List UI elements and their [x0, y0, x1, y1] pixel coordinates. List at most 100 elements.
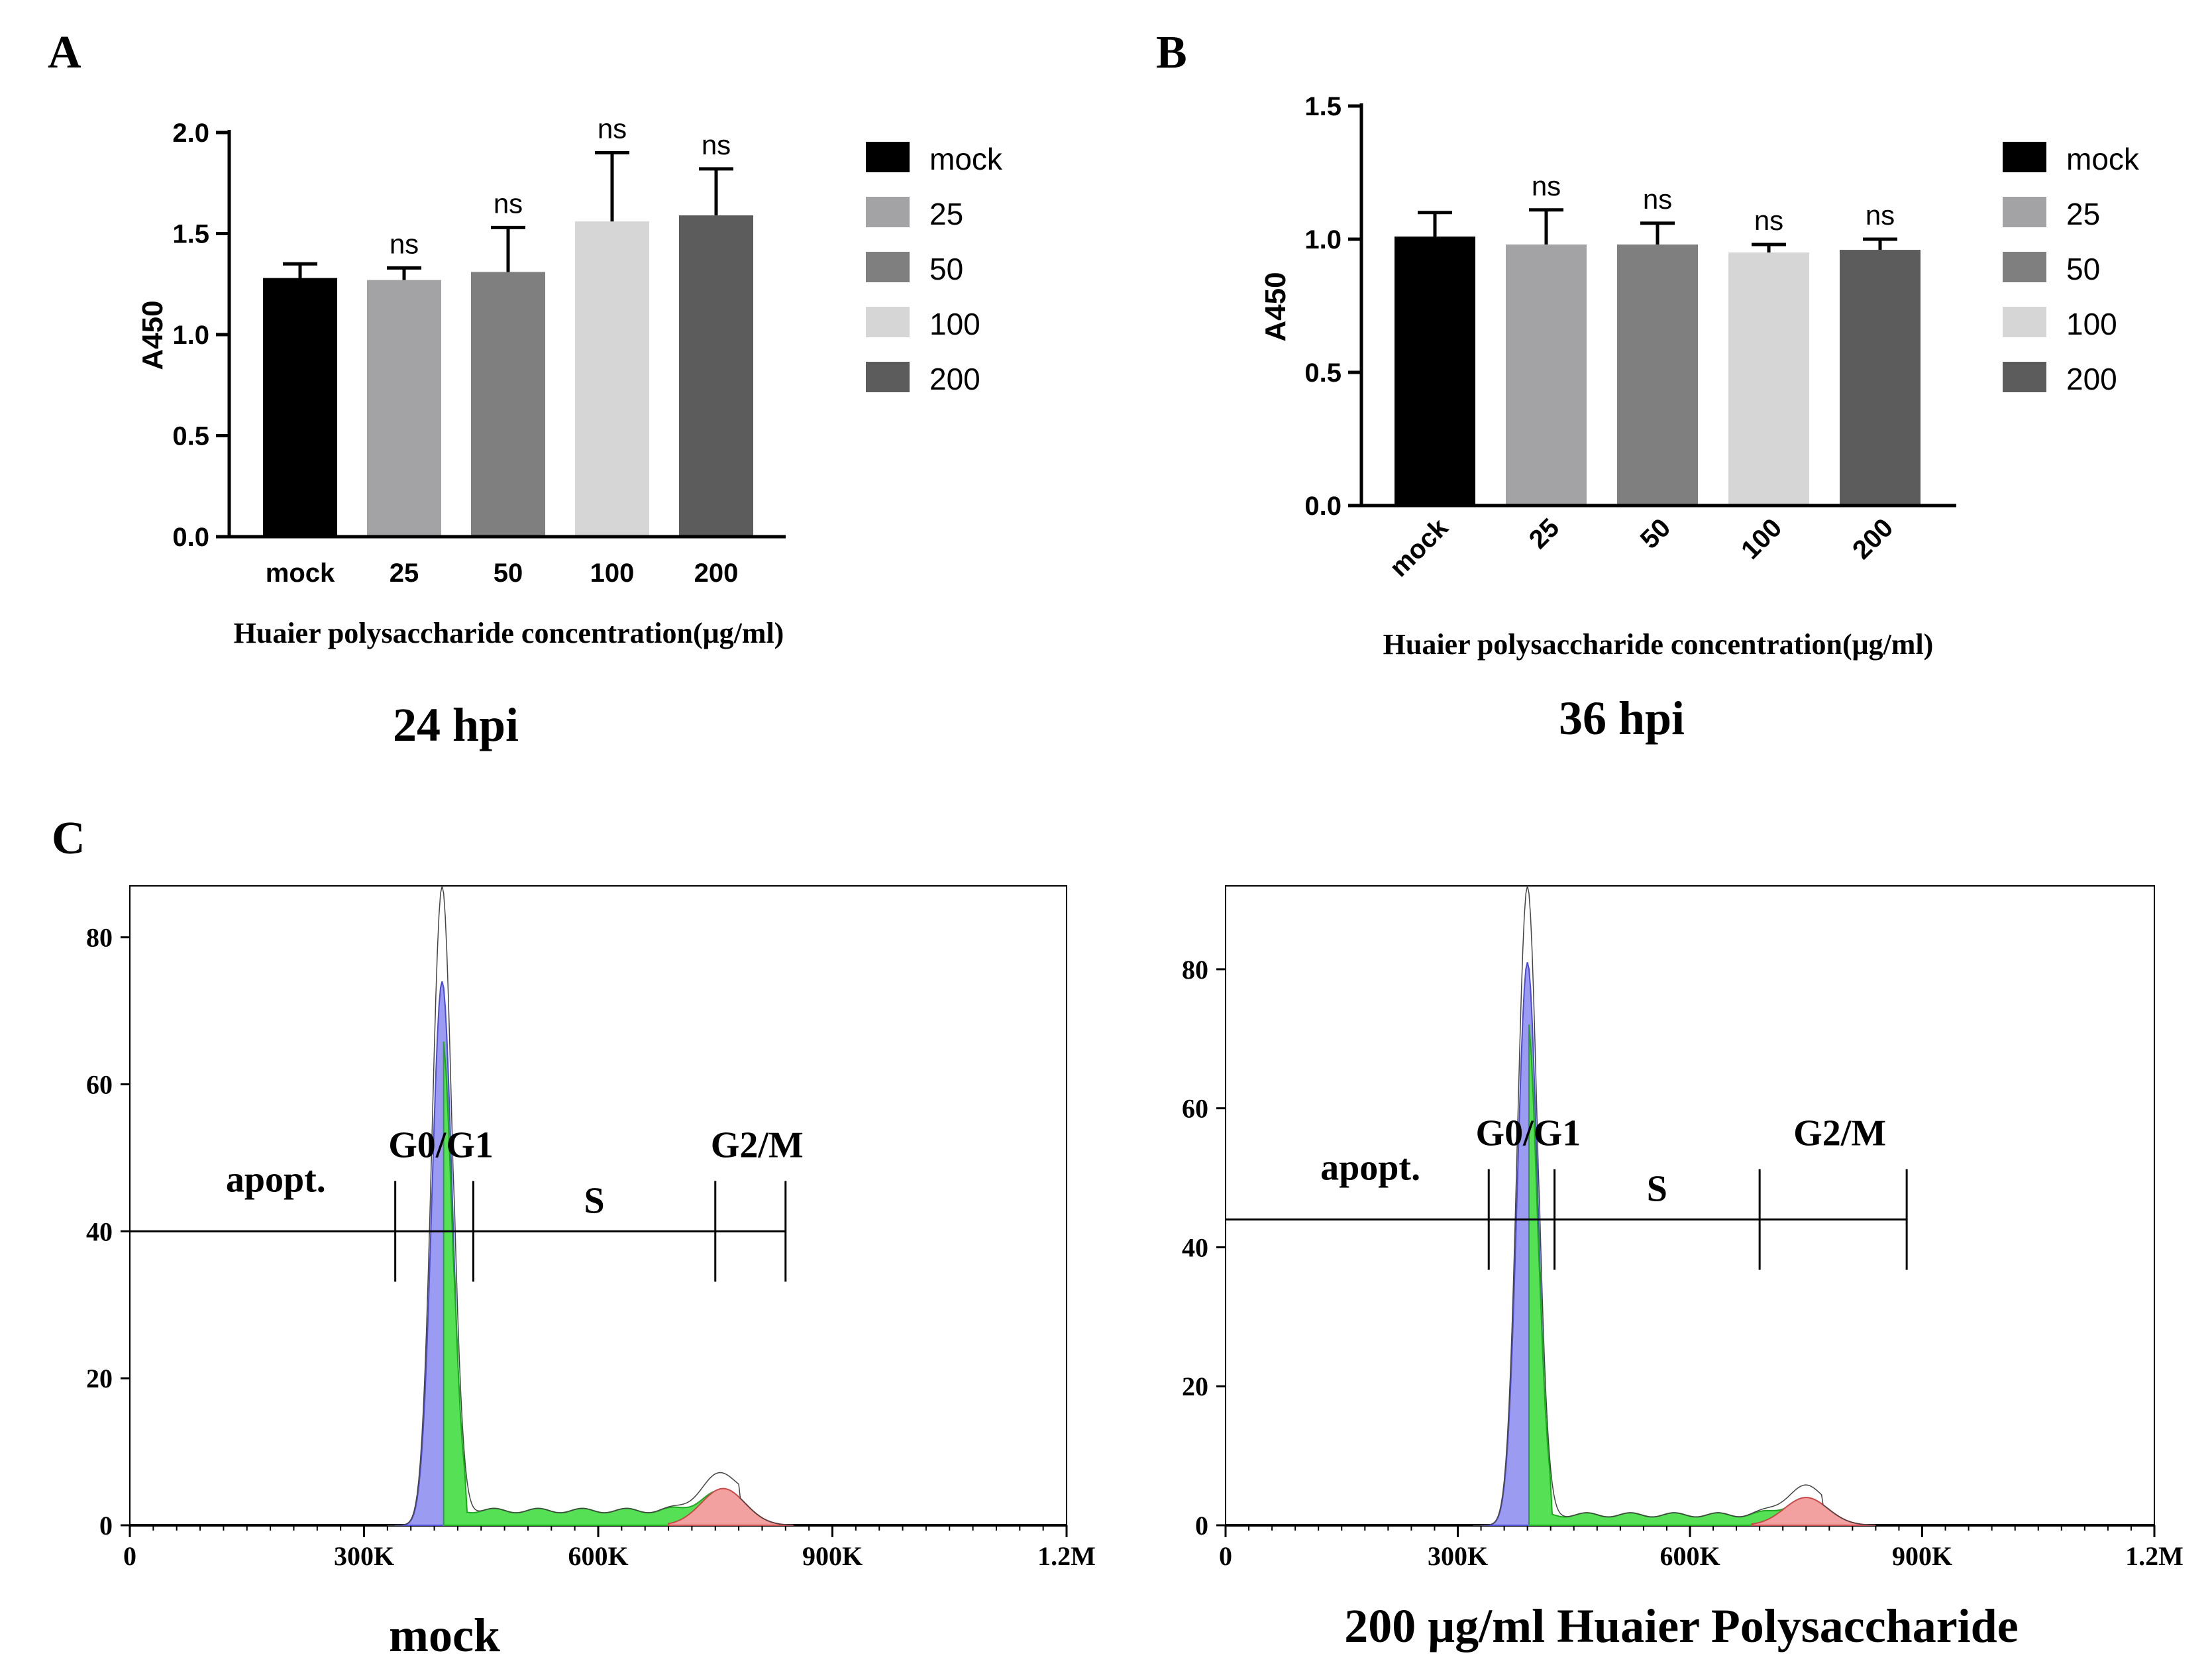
legend-label: 200 — [929, 362, 980, 396]
gate-label: S — [584, 1180, 605, 1221]
total-histogram-outline — [387, 885, 794, 1526]
x-tick-label: 1.2M — [1037, 1541, 1096, 1571]
y-tick-label: 2.0 — [172, 119, 209, 148]
significance-label: ns — [494, 188, 523, 219]
y-tick-label: 0.0 — [172, 523, 209, 552]
x-tick-label: 200 — [1847, 513, 1899, 565]
x-tick-label: 50 — [494, 559, 523, 588]
y-tick-label: 0.5 — [1304, 358, 1342, 388]
y-tick-label: 0.0 — [1304, 492, 1342, 521]
histogram-caption: mock — [389, 1609, 500, 1662]
legend-swatch-200 — [866, 362, 910, 392]
legend-swatch-mock — [866, 142, 910, 172]
s-population — [1528, 1024, 1822, 1526]
bar-50 — [1617, 244, 1698, 506]
legend-swatch-100 — [866, 307, 910, 337]
x-tick-label: 600K — [1659, 1541, 1720, 1571]
gate-label: S — [1647, 1168, 1667, 1209]
x-tick-label: 100 — [1736, 513, 1787, 565]
legend-label: 25 — [2066, 197, 2100, 231]
legend-label: 50 — [2066, 252, 2100, 286]
legend-swatch-50 — [866, 252, 910, 282]
x-tick-label: 900K — [802, 1541, 863, 1571]
x-tick-label: mock — [266, 559, 335, 588]
x-tick-label: 300K — [334, 1541, 394, 1571]
significance-label: ns — [1754, 205, 1783, 236]
panel-label-b: B — [1156, 27, 1187, 78]
y-tick-label: 80 — [1182, 955, 1208, 985]
x-tick-label: 25 — [1524, 513, 1565, 555]
x-tick-label: 0 — [1219, 1541, 1232, 1571]
bar-mock — [263, 278, 337, 537]
legend-label: 50 — [929, 252, 963, 286]
histogram-caption: 200 μg/ml Huaier Polysaccharide — [1344, 1599, 2018, 1652]
x-tick-label: 200 — [694, 559, 739, 588]
bar-25 — [367, 280, 441, 537]
plot-frame — [1225, 885, 2155, 1526]
bar-chart-36hpi: ns ns ns ns mock 25 50 100 200 0.0 0.5 1.0 1.5 A450… — [1259, 92, 2140, 745]
chart-title: 24 hpi — [393, 698, 519, 751]
x-axis-label: Huaier polysaccharide concentration(μg/m… — [234, 617, 784, 649]
legend-swatch-25 — [866, 197, 910, 227]
legend-swatch-mock — [2003, 142, 2046, 172]
x-tick-label: mock — [1384, 513, 1454, 583]
y-tick-label: 60 — [1182, 1094, 1208, 1124]
legend-label: 25 — [929, 197, 963, 231]
y-tick-label: 0 — [99, 1511, 113, 1541]
legend-label: mock — [2066, 142, 2140, 176]
y-tick-label: 20 — [1182, 1372, 1208, 1401]
gate-label: G2/M — [711, 1124, 804, 1165]
gate-label: G2/M — [1793, 1112, 1886, 1154]
bar-100 — [575, 221, 649, 537]
x-tick-label: 50 — [1635, 513, 1677, 555]
y-tick-label: 1.0 — [172, 321, 209, 350]
gate-label: apopt. — [1320, 1147, 1420, 1188]
legend-swatch-50 — [2003, 252, 2046, 282]
panel-label-c: C — [52, 813, 85, 864]
cell-cycle-histogram-treated: 0 300K 600K 900K 1.2M 0 20 40 60 80 apopt. G0/G1 S G2… — [1182, 885, 2184, 1652]
gate-label: G0/G1 — [388, 1124, 494, 1165]
x-axis-label: Huaier polysaccharide concentration(μg/m… — [1383, 628, 1934, 661]
significance-label: ns — [598, 113, 627, 144]
bar-mock — [1395, 236, 1475, 506]
significance-label: ns — [1866, 199, 1895, 231]
legend-swatch-25 — [2003, 197, 2046, 227]
panel-label-a: A — [48, 27, 81, 78]
legend-label: 100 — [2066, 307, 2117, 341]
gate-label: apopt. — [226, 1159, 326, 1200]
significance-label: ns — [1643, 184, 1672, 215]
x-tick-label: 900K — [1892, 1541, 1952, 1571]
bar-200 — [1840, 250, 1921, 506]
y-tick-label: 1.0 — [1304, 225, 1342, 254]
y-tick-label: 20 — [86, 1364, 113, 1393]
total-histogram-outline — [1473, 885, 1876, 1526]
x-tick-label: 100 — [590, 559, 635, 588]
significance-label: ns — [702, 129, 731, 160]
y-tick-label: 1.5 — [1304, 92, 1342, 121]
y-tick-label: 1.5 — [172, 220, 209, 249]
y-axis-label: A450 — [1259, 272, 1292, 341]
x-tick-label: 25 — [390, 559, 419, 588]
bar-50 — [471, 272, 545, 537]
y-tick-label: 60 — [86, 1069, 113, 1099]
gate-label: G0/G1 — [1476, 1112, 1581, 1154]
y-tick-label: 40 — [86, 1217, 113, 1246]
legend-swatch-100 — [2003, 307, 2046, 337]
legend-label: 100 — [929, 307, 980, 341]
y-tick-label: 0.5 — [172, 422, 209, 451]
x-tick-label: 0 — [123, 1541, 136, 1571]
significance-label: ns — [390, 228, 419, 259]
y-tick-label: 0 — [1195, 1511, 1208, 1541]
y-tick-label: 80 — [86, 923, 113, 953]
legend-swatch-200 — [2003, 362, 2046, 392]
bar-25 — [1506, 244, 1587, 506]
bar-chart-24hpi: ns ns ns ns mock 25 50 100 200 0.0 0.5 1.0 1.5 2.0 A… — [136, 113, 1003, 752]
bar-200 — [679, 215, 753, 537]
x-tick-label: 300K — [1428, 1541, 1488, 1571]
x-tick-label: 600K — [568, 1541, 628, 1571]
chart-title: 36 hpi — [1559, 692, 1685, 745]
significance-label: ns — [1532, 170, 1561, 201]
y-tick-label: 40 — [1182, 1232, 1208, 1262]
y-axis-label: A450 — [136, 300, 169, 370]
